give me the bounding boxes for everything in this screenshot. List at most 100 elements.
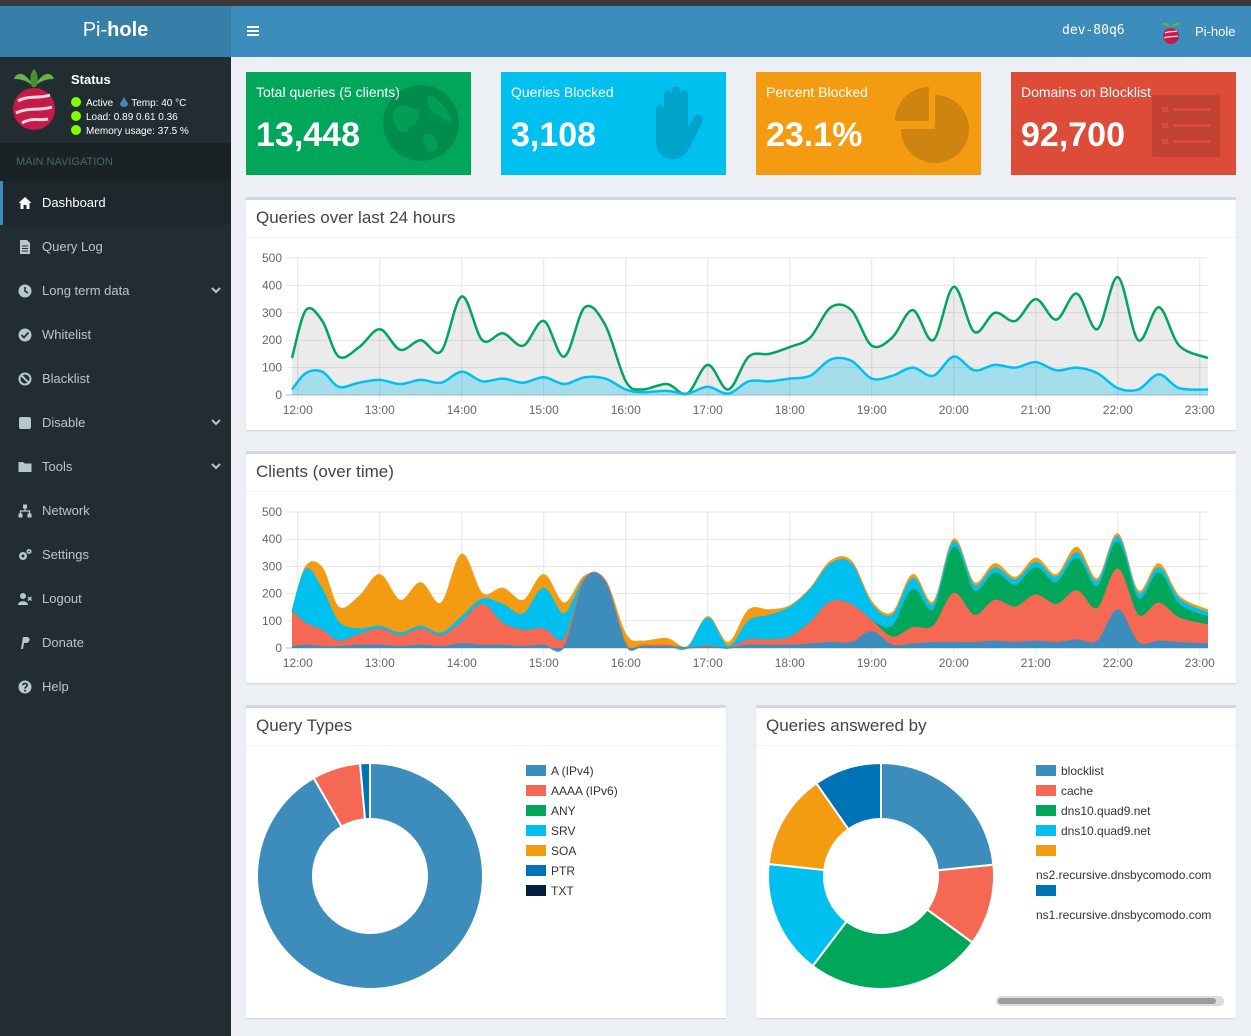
check-circle-icon <box>18 328 32 342</box>
sidebar-item-logout[interactable]: Logout <box>0 577 231 621</box>
legend-label: SRV <box>551 824 576 838</box>
x-tick-label: 18:00 <box>775 403 805 417</box>
status-temp-text: Temp: 40 °C <box>131 98 187 109</box>
list-icon <box>1152 95 1220 157</box>
legend-swatch <box>1036 885 1056 896</box>
client-series-line <box>291 568 1209 650</box>
stat-value: 13,448 <box>256 116 360 154</box>
sidebar-item-whitelist[interactable]: Whitelist <box>0 313 231 357</box>
panel-query-types: Query Types A (IPv4) AAAA (IPv6) ANY SRV… <box>246 705 726 1018</box>
x-tick-label: 15:00 <box>529 656 559 670</box>
legend-item[interactable]: SOA <box>526 842 618 862</box>
legend-horizontal-scrollbar[interactable] <box>996 996 1224 1006</box>
chevron-down-icon <box>211 419 221 426</box>
sidebar-item-network[interactable]: Network <box>0 489 231 533</box>
sidebar-item-settings[interactable]: Settings <box>0 533 231 577</box>
sidebar-item-query-log[interactable]: Query Log <box>0 225 231 269</box>
menu-toggle-icon[interactable] <box>247 26 259 36</box>
user-avatar-icon[interactable] <box>1161 19 1181 45</box>
donut-slice <box>256 761 484 990</box>
stat-total-queries[interactable]: Total queries (5 clients) 13,448 <box>246 72 471 175</box>
legend-item[interactable]: cache <box>1036 782 1211 802</box>
legend-swatch <box>526 805 546 816</box>
x-tick-label: 17:00 <box>693 656 723 670</box>
sidebar-item-label: Tools <box>42 459 73 474</box>
scrollbar-thumb[interactable] <box>998 998 1216 1004</box>
pie-chart-icon <box>895 87 969 163</box>
folder-icon <box>18 462 32 472</box>
legend-swatch <box>526 865 546 876</box>
legend-item[interactable]: PTR <box>526 862 618 882</box>
legend-item[interactable]: ns1.recursive.dnsbycomodo.com <box>1036 882 1211 922</box>
legend-item[interactable]: blocklist <box>1036 762 1211 782</box>
stat-domains-on-blocklist[interactable]: Domains on Blocklist 92,700 <box>1011 72 1236 175</box>
clock-icon <box>18 284 32 298</box>
legend-item[interactable]: TXT <box>526 882 618 902</box>
y-tick-label: 400 <box>262 278 282 292</box>
status-load-dot-icon <box>71 111 81 121</box>
series-area <box>292 356 1208 395</box>
user-name[interactable]: Pi-hole <box>1195 24 1236 39</box>
stat-label: Domains on Blocklist <box>1021 84 1151 100</box>
queries-answered-donut-chart[interactable] <box>756 708 1236 1018</box>
status-panel: Status Active Temp: 40 °C Load: 0.89 0.61… <box>0 57 231 143</box>
sidebar-item-donate[interactable]: Donate <box>0 621 231 665</box>
sidebar-item-dashboard[interactable]: Dashboard <box>0 181 231 225</box>
y-tick-label: 500 <box>262 251 282 265</box>
legend-swatch <box>526 845 546 856</box>
legend-item[interactable]: dns10.quad9.net <box>1036 802 1211 822</box>
legend-label: A (IPv4) <box>551 764 594 778</box>
legend-item[interactable]: AAAA (IPv6) <box>526 782 618 802</box>
sidebar-item-disable[interactable]: Disable <box>0 401 231 445</box>
query-types-donut-chart[interactable] <box>246 708 726 1018</box>
legend-swatch <box>526 785 546 796</box>
y-tick-label: 300 <box>262 306 282 320</box>
status-memory-text: Memory usage: 37.5 % <box>86 126 189 137</box>
legend-item[interactable]: A (IPv4) <box>526 762 618 782</box>
x-tick-label: 23:00 <box>1185 403 1215 417</box>
stat-queries-blocked[interactable]: Queries Blocked 3,108 <box>501 72 726 175</box>
queries-over-time-chart[interactable]: 0 100 200 300 400 500 12:00 13:00 14:00 15:00 16:0… <box>246 200 1236 430</box>
legend-swatch <box>526 825 546 836</box>
panel-clients-over-time: Clients (over time) 0 100 200 300 400 500 12:0… <box>246 451 1236 683</box>
clients-over-time-chart[interactable]: 0 100 200 300 400 500 12:00 13:00 14:00 15:00 16:0… <box>246 454 1236 683</box>
y-tick-label: 200 <box>262 587 282 601</box>
x-tick-label: 13:00 <box>365 656 395 670</box>
sidebar-item-label: Long term data <box>42 283 130 298</box>
x-tick-label: 18:00 <box>775 656 805 670</box>
sidebar-item-label: Donate <box>42 635 84 650</box>
legend-label: dns10.quad9.net <box>1061 804 1151 818</box>
y-tick-label: 500 <box>262 505 282 519</box>
sidebar-item-long-term-data[interactable]: Long term data <box>0 269 231 313</box>
legend-item[interactable]: SRV <box>526 822 618 842</box>
ban-icon <box>18 372 32 386</box>
sidebar-item-tools[interactable]: Tools <box>0 445 231 489</box>
chevron-down-icon <box>211 463 221 470</box>
network-icon <box>18 504 32 518</box>
legend-item[interactable]: ns2.recursive.dnsbycomodo.com <box>1036 842 1211 882</box>
legend-item[interactable]: dns10.quad9.net <box>1036 822 1211 842</box>
x-tick-label: 17:00 <box>693 403 723 417</box>
x-tick-label: 15:00 <box>529 403 559 417</box>
legend-label: AAAA (IPv6) <box>551 784 618 798</box>
sidebar-item-label: Help <box>42 679 69 694</box>
y-tick-label: 300 <box>262 559 282 573</box>
stat-percent-blocked[interactable]: Percent Blocked 23.1% <box>756 72 981 175</box>
raspberry-pi-logo-icon <box>13 69 55 130</box>
x-tick-label: 16:00 <box>611 656 641 670</box>
x-tick-label: 21:00 <box>1021 656 1051 670</box>
sidebar-item-blacklist[interactable]: Blacklist <box>0 357 231 401</box>
x-tick-label: 22:00 <box>1103 403 1133 417</box>
y-tick-label: 0 <box>275 388 282 402</box>
stat-value: 92,700 <box>1021 116 1125 154</box>
legend-item[interactable]: ANY <box>526 802 618 822</box>
logo-text-bold: hole <box>107 19 149 41</box>
status-load-text: Load: 0.89 0.61 0.36 <box>86 112 178 123</box>
hostname: dev-80q6 <box>1062 23 1125 38</box>
hand-icon <box>656 86 704 159</box>
sidebar-item-help[interactable]: Help <box>0 665 231 709</box>
series-line <box>291 355 1209 395</box>
sidebar-logo[interactable]: Pi-hole <box>0 6 231 57</box>
legend-label: TXT <box>551 884 574 898</box>
file-icon <box>20 240 30 254</box>
